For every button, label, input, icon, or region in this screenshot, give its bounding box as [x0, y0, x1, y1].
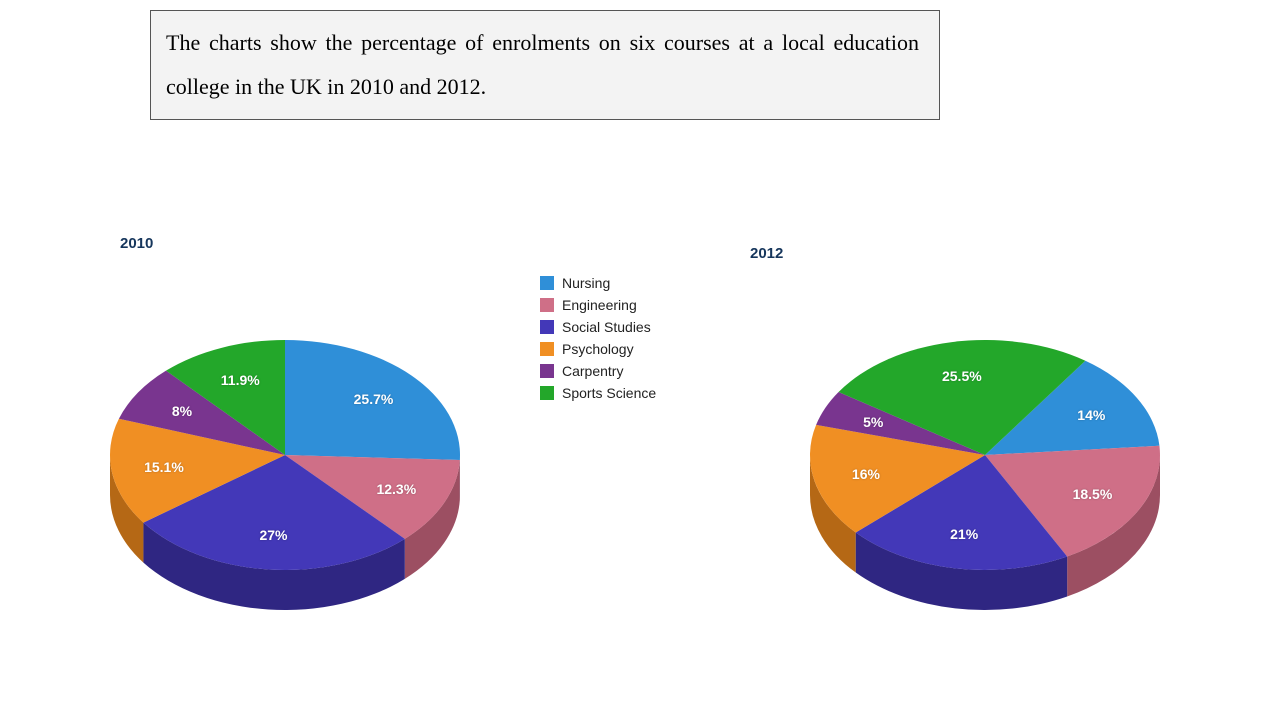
slice-label: 21% [950, 526, 978, 542]
chart-left-title: 2010 [120, 235, 153, 252]
pie-chart-2012: 14% 18.5% 21% 16% 5% 25.5% [780, 300, 1190, 630]
legend-item: Nursing [540, 275, 656, 291]
description-text: The charts show the percentage of enrolm… [166, 30, 919, 99]
pie-chart-2010: 25.7% 12.3% 27% 15.1% 8% 11.9% [80, 300, 490, 630]
legend-label: Engineering [562, 297, 637, 313]
chart-right-title: 2012 [750, 245, 783, 262]
slice-label: 11.9% [221, 372, 260, 388]
legend-label: Carpentry [562, 363, 623, 379]
legend-swatch [540, 342, 554, 356]
legend-label: Psychology [562, 341, 634, 357]
legend-swatch [540, 386, 554, 400]
legend-item: Carpentry [540, 363, 656, 379]
legend-item: Psychology [540, 341, 656, 357]
slice-label: 12.3% [376, 481, 416, 497]
legend-item: Sports Science [540, 385, 656, 401]
legend: Nursing Engineering Social Studies Psycholo… [540, 275, 656, 407]
legend-item: Social Studies [540, 319, 656, 335]
slice-label: 8% [172, 403, 192, 419]
legend-swatch [540, 364, 554, 378]
legend-swatch [540, 320, 554, 334]
slice-label: 5% [863, 414, 883, 430]
pie-svg [780, 300, 1190, 630]
slice-label: 16% [852, 466, 880, 482]
legend-label: Sports Science [562, 385, 656, 401]
slice-label: 18.5% [1073, 486, 1113, 502]
slice-label: 15.1% [144, 459, 184, 475]
pie-svg [80, 300, 490, 630]
legend-label: Social Studies [562, 319, 651, 335]
slice-label: 25.7% [354, 391, 394, 407]
legend-item: Engineering [540, 297, 656, 313]
legend-swatch [540, 276, 554, 290]
description-box: The charts show the percentage of enrolm… [150, 10, 940, 120]
slice-label: 14% [1077, 407, 1105, 423]
legend-swatch [540, 298, 554, 312]
legend-label: Nursing [562, 275, 610, 291]
slice-label: 25.5% [942, 368, 982, 384]
slice-label: 27% [259, 527, 287, 543]
